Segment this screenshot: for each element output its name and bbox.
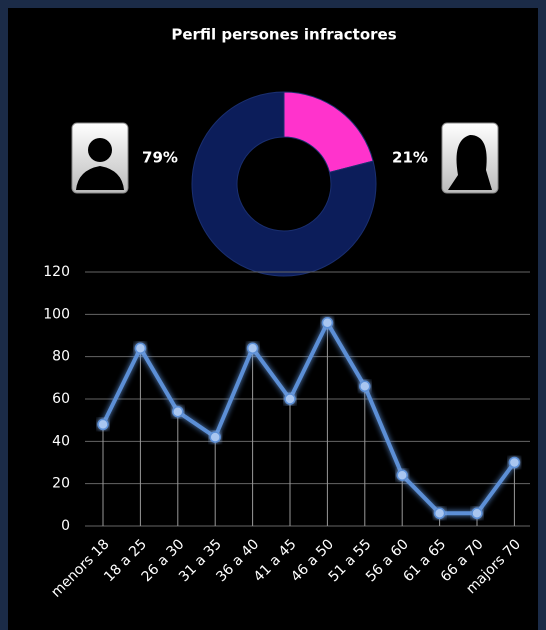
y-tick-label: 120 <box>43 264 70 280</box>
y-tick-label: 0 <box>61 518 70 534</box>
marker <box>209 431 221 443</box>
y-tick-label: 80 <box>52 349 70 365</box>
marker <box>396 469 408 481</box>
marker <box>433 507 446 520</box>
value-label: 21% <box>392 149 428 167</box>
marker <box>97 418 109 431</box>
female-icon <box>441 122 499 194</box>
marker <box>284 393 296 405</box>
marker <box>246 342 259 354</box>
chart-title: Perfil persones infractores <box>171 26 396 44</box>
y-tick-label: 40 <box>52 433 70 449</box>
marker <box>359 380 371 393</box>
male-icon <box>71 122 129 194</box>
value-label: 79% <box>142 149 178 167</box>
donut-slice <box>283 91 374 173</box>
donut-slice <box>191 91 377 277</box>
marker <box>471 507 483 520</box>
line <box>101 320 517 516</box>
y-tick-label: 100 <box>43 306 70 322</box>
marker <box>134 342 147 354</box>
y-tick-label: 20 <box>52 476 70 492</box>
marker <box>508 456 521 469</box>
marker <box>172 405 184 418</box>
y-tick-label: 60 <box>52 391 70 407</box>
marker <box>321 317 334 329</box>
